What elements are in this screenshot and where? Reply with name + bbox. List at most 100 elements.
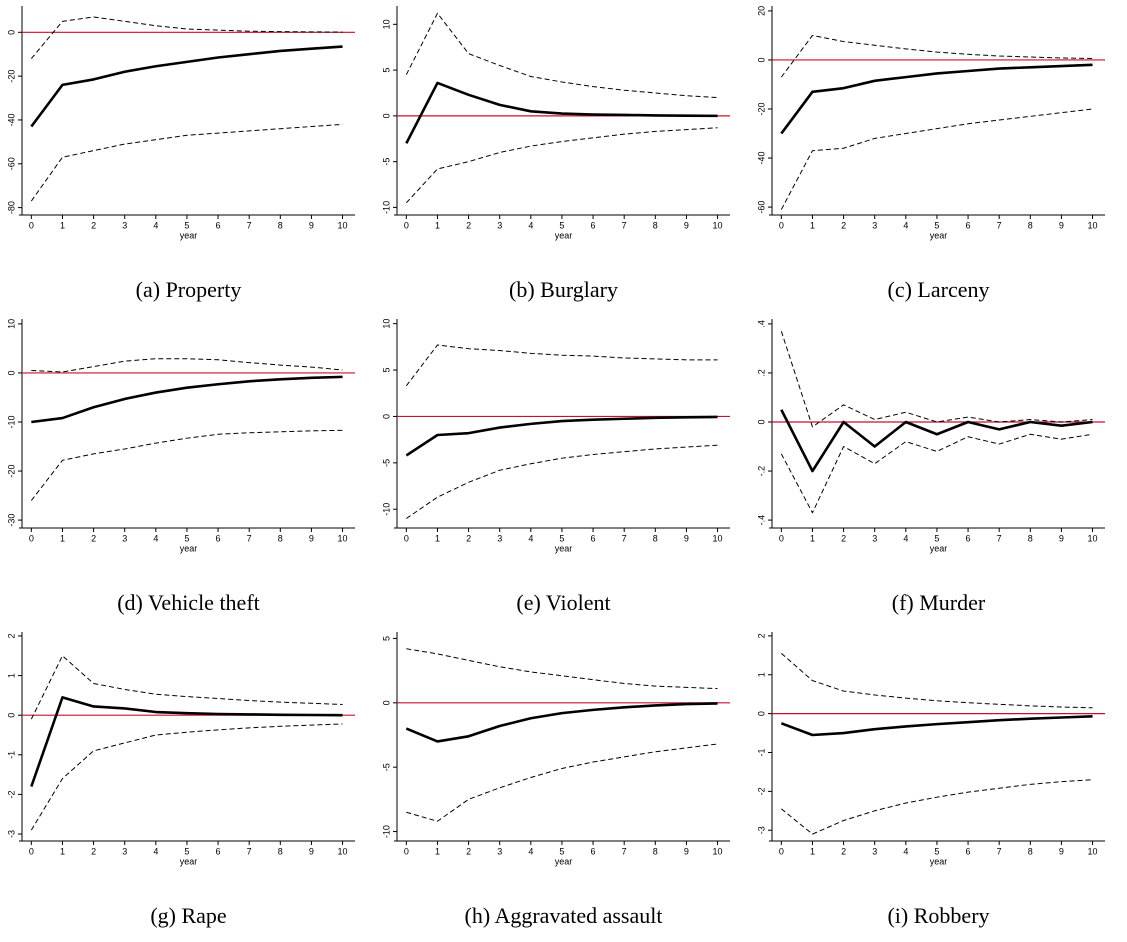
panel: -10 -5 0 5 10 0 1 2 3 4 5 6 7 8 9 10 year (b) Burglary [381, 6, 730, 302]
y-tick-label: 0 [756, 57, 766, 62]
y-tick-label: .2 [756, 369, 766, 377]
y-tick-label: 10 [381, 19, 391, 29]
x-tick-label: 1 [435, 220, 440, 230]
x-tick-label: 6 [591, 533, 596, 543]
x-tick-label: 4 [153, 220, 158, 230]
x-axis-label: year [180, 543, 198, 553]
x-tick-label: 6 [216, 533, 221, 543]
x-tick-label: 4 [153, 846, 158, 856]
x-tick-label: 5 [559, 220, 564, 230]
x-tick-label: 4 [528, 533, 533, 543]
x-tick-label: 8 [653, 533, 658, 543]
band-line [406, 743, 718, 822]
band-line [405, 12, 718, 99]
band-line [30, 429, 343, 501]
x-tick-label: 3 [872, 846, 877, 856]
x-tick-label: 0 [404, 846, 409, 856]
panel: -10 -5 0 5 0 1 2 3 4 5 6 7 8 9 10 year (h) Aggravated as… [381, 632, 730, 928]
y-tick-label: 20 [756, 6, 766, 16]
panel: -60 -40 -20 0 20 0 1 2 3 4 5 6 7 8 9 10 year (c) Larceny [756, 6, 1105, 302]
x-tick-label: 5 [934, 220, 939, 230]
x-tick-label: 4 [903, 846, 908, 856]
x-tick-label: 6 [216, 220, 221, 230]
band-line [30, 655, 343, 720]
band-line [30, 723, 343, 831]
panel: -3 -2 -1 0 1 2 0 1 2 3 4 5 6 7 8 9 10 year (i) Robbery [756, 632, 1105, 928]
x-tick-label: 8 [1028, 533, 1033, 543]
y-tick-label: 5 [381, 368, 391, 373]
x-tick-label: 10 [338, 846, 348, 856]
x-tick-label: 5 [559, 533, 564, 543]
estimate-line [30, 45, 343, 128]
caption: (a) Property [136, 277, 242, 302]
y-tick-label: -.4 [756, 515, 766, 526]
x-tick-label: 10 [338, 220, 348, 230]
x-tick-label: 5 [184, 533, 189, 543]
x-tick-label: 5 [184, 220, 189, 230]
x-axis-label: year [180, 230, 198, 240]
y-tick-label: 0 [381, 700, 391, 705]
x-tick-label: 10 [713, 533, 723, 543]
x-tick-label: 6 [966, 846, 971, 856]
x-tick-label: 4 [528, 846, 533, 856]
y-tick-label: -30 [6, 514, 16, 527]
x-tick-label: 8 [653, 846, 658, 856]
x-tick-label: 1 [435, 846, 440, 856]
x-tick-label: 10 [713, 220, 723, 230]
x-tick-label: 6 [591, 220, 596, 230]
caption: (d) Vehicle theft [117, 590, 260, 615]
y-tick-label: -10 [381, 503, 391, 516]
x-tick-label: 4 [528, 220, 533, 230]
x-tick-label: 1 [435, 533, 440, 543]
x-tick-label: 0 [779, 533, 784, 543]
x-tick-label: 9 [1059, 533, 1064, 543]
y-tick-label: -10 [6, 415, 16, 428]
y-tick-label: -1 [6, 751, 16, 759]
x-tick-label: 10 [1088, 533, 1098, 543]
band-line [405, 344, 718, 387]
y-tick-label: 5 [381, 68, 391, 73]
y-tick-label: -60 [756, 201, 766, 214]
x-tick-label: 6 [591, 846, 596, 856]
y-tick-label: 0 [756, 711, 766, 716]
x-tick-label: 3 [497, 220, 502, 230]
y-tick-label: -2 [6, 790, 16, 798]
band-line [406, 444, 718, 519]
x-tick-label: 7 [247, 220, 252, 230]
x-tick-label: 1 [60, 846, 65, 856]
x-tick-label: 1 [810, 533, 815, 543]
band-line [30, 123, 343, 202]
y-tick-label: 5 [381, 636, 391, 641]
x-tick-label: 1 [810, 846, 815, 856]
x-axis-label: year [180, 856, 198, 866]
x-axis-label: year [930, 543, 948, 553]
y-tick-label: -20 [756, 102, 766, 115]
x-tick-label: 10 [338, 533, 348, 543]
x-tick-label: 3 [122, 220, 127, 230]
x-axis-label: year [555, 230, 573, 240]
y-tick-label: -2 [756, 787, 766, 795]
x-tick-label: 3 [872, 533, 877, 543]
band-line [405, 127, 718, 204]
estimate-line [30, 696, 343, 787]
x-tick-label: 7 [247, 846, 252, 856]
caption: (i) Robbery [887, 903, 989, 928]
estimate-line [780, 715, 1093, 737]
x-tick-label: 2 [841, 846, 846, 856]
x-tick-label: 7 [247, 533, 252, 543]
y-tick-label: -40 [756, 152, 766, 165]
x-tick-label: 5 [934, 846, 939, 856]
x-tick-label: 5 [934, 533, 939, 543]
panel: -30 -20 -10 0 10 0 1 2 3 4 5 6 7 8 9 10 year (d) Vehicle … [6, 319, 355, 615]
y-tick-label: -.2 [756, 466, 766, 477]
estimate-line [405, 415, 718, 457]
y-tick-label: 10 [381, 319, 391, 329]
x-tick-label: 2 [91, 533, 96, 543]
x-tick-label: 2 [91, 220, 96, 230]
y-tick-label: -3 [6, 830, 16, 838]
x-tick-label: 8 [1028, 220, 1033, 230]
x-axis-label: year [930, 230, 948, 240]
x-tick-label: 0 [29, 846, 34, 856]
caption: (g) Rape [150, 903, 226, 928]
